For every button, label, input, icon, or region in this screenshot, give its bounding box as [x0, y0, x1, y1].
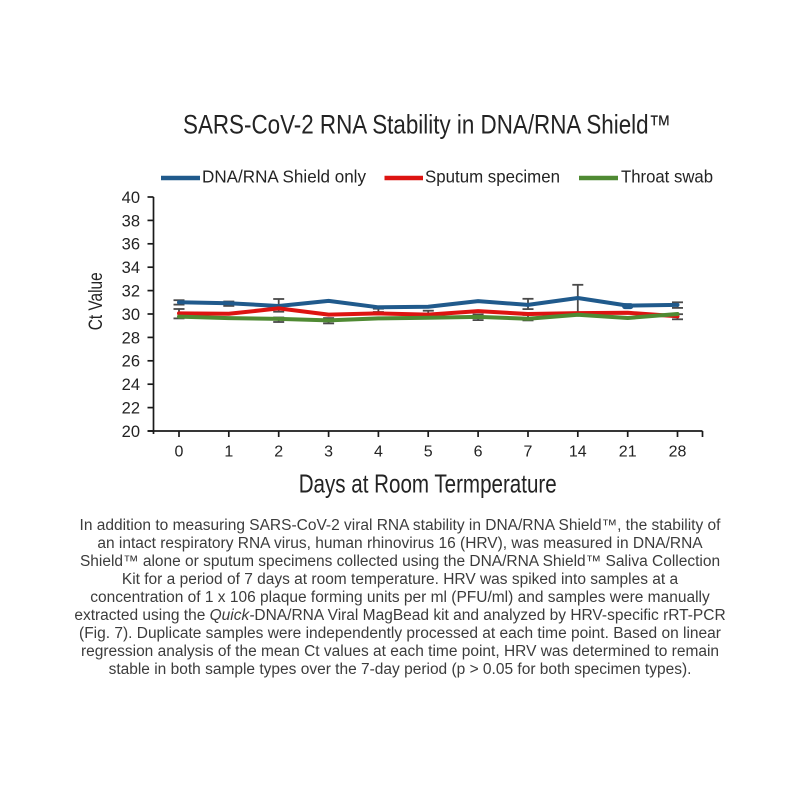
svg-text:SARS-CoV-2 RNA Stability in DN: SARS-CoV-2 RNA Stability in DNA/RNA Shie…: [183, 110, 671, 140]
svg-text:1: 1: [224, 444, 233, 461]
svg-text:5: 5: [424, 444, 433, 461]
svg-text:3: 3: [324, 444, 333, 461]
svg-text:22: 22: [122, 400, 140, 418]
svg-text:24: 24: [122, 376, 140, 394]
svg-text:Ct Value: Ct Value: [85, 272, 107, 330]
svg-text:34: 34: [122, 259, 140, 277]
svg-text:20: 20: [122, 423, 140, 441]
svg-text:7: 7: [524, 444, 533, 461]
svg-text:38: 38: [122, 212, 140, 230]
svg-text:40: 40: [122, 189, 140, 207]
svg-text:Days at Room Termperature: Days at Room Termperature: [299, 468, 557, 498]
svg-text:26: 26: [122, 353, 140, 371]
svg-text:0: 0: [175, 444, 184, 461]
svg-text:Throat swab: Throat swab: [621, 167, 713, 187]
svg-text:2: 2: [274, 444, 283, 461]
svg-text:DNA/RNA Shield only: DNA/RNA Shield only: [202, 167, 366, 187]
svg-text:28: 28: [122, 329, 140, 347]
svg-text:28: 28: [669, 444, 687, 461]
svg-text:21: 21: [619, 444, 637, 461]
svg-text:36: 36: [122, 236, 140, 254]
svg-text:6: 6: [474, 444, 483, 461]
svg-text:Sputum specimen: Sputum specimen: [425, 167, 560, 187]
svg-text:32: 32: [122, 283, 140, 301]
svg-text:30: 30: [122, 306, 140, 324]
svg-text:14: 14: [569, 444, 587, 461]
svg-text:4: 4: [374, 444, 383, 461]
